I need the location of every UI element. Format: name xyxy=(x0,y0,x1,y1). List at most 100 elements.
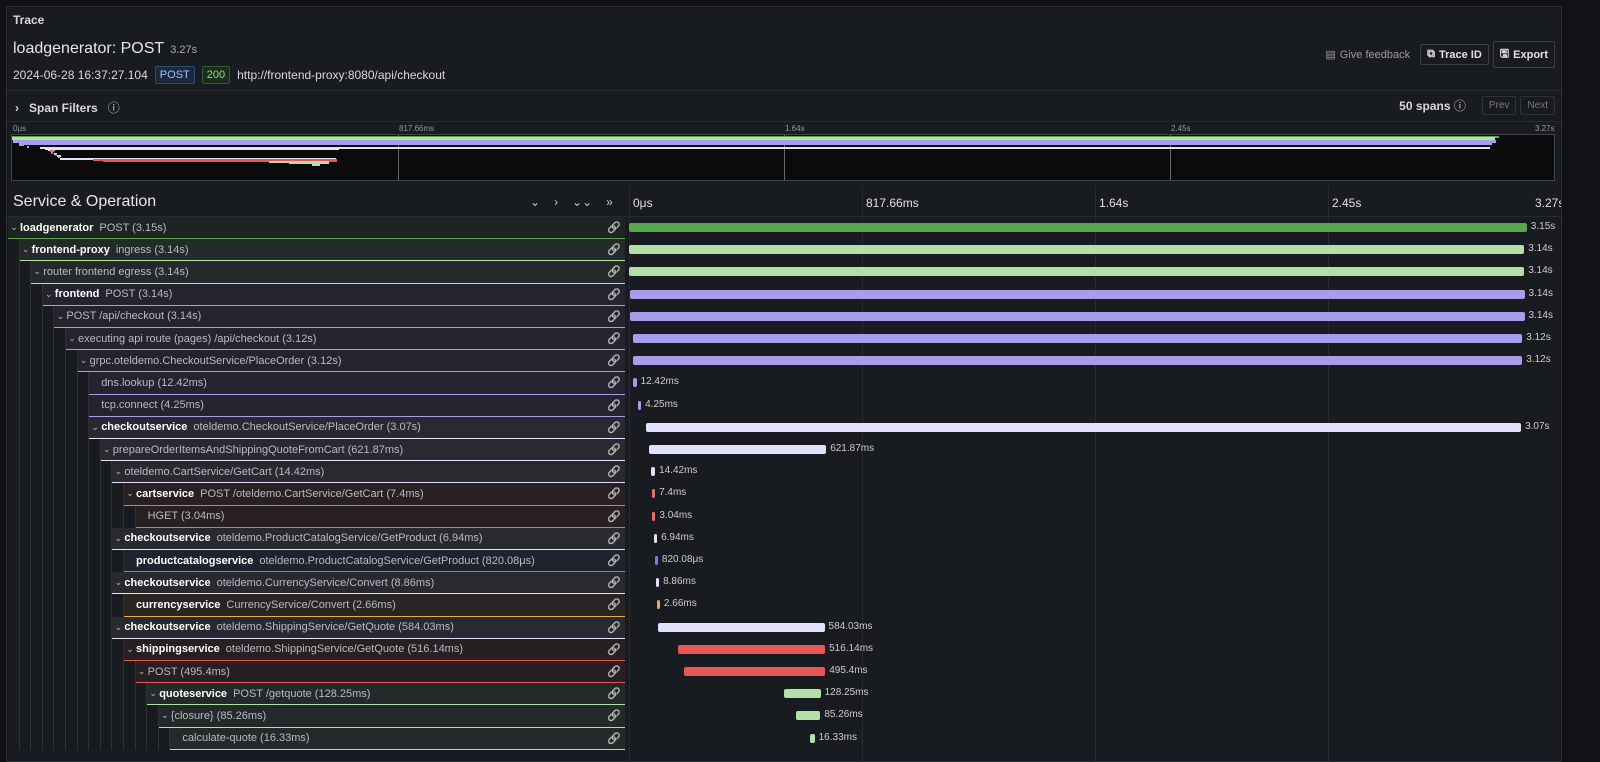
span-row[interactable]: dns.lookup (12.42ms) 🔗 12.42ms xyxy=(7,372,1561,395)
span-bar[interactable] xyxy=(658,622,825,632)
link-icon[interactable]: 🔗 xyxy=(607,222,621,234)
span-row[interactable]: ⌄ frontend-proxy ingress (3.14s) 🔗 3.14s xyxy=(7,239,1561,262)
link-icon[interactable]: 🔗 xyxy=(607,244,621,257)
chevron-down-icon[interactable]: ⌄ xyxy=(137,666,146,677)
span-name[interactable]: ⌄ POST /api/checkout (3.14s) xyxy=(54,305,625,328)
span-bar[interactable] xyxy=(629,245,1525,255)
span-row[interactable]: ⌄ prepareOrderItemsAndShippingQuoteFromCa… xyxy=(7,439,1561,462)
link-icon[interactable]: 🔗 xyxy=(607,377,621,390)
span-bar[interactable] xyxy=(809,733,815,743)
link-icon[interactable]: 🔗 xyxy=(607,555,621,567)
expand-all-icon[interactable]: ⌄⌄ xyxy=(572,195,593,209)
span-row[interactable]: ⌄ cartservice POST /oteldemo.CartService/G… xyxy=(7,483,1561,506)
chevron-down-icon[interactable]: ⌄ xyxy=(126,643,134,654)
chevron-down-icon[interactable]: ⌄ xyxy=(114,577,123,588)
link-icon[interactable]: 🔗 xyxy=(607,266,621,279)
chevron-down-icon[interactable]: ⌄ xyxy=(45,288,53,299)
link-icon[interactable]: 🔗 xyxy=(607,577,621,590)
collapse-one-icon[interactable]: ⌄ xyxy=(530,195,541,209)
link-icon[interactable]: 🔗 xyxy=(607,710,621,723)
span-name[interactable]: ⌄ oteldemo.CartService/GetCart (14.42ms) xyxy=(112,461,625,484)
span-row[interactable]: ⌄ loadgenerator POST (3.15s) 🔗 3.15s xyxy=(7,217,1561,240)
link-icon[interactable]: 🔗 xyxy=(607,732,621,745)
span-row[interactable]: calculate-quote (16.33ms) 🔗 16.33ms xyxy=(7,727,1561,750)
span-name[interactable]: ⌄ shippingservice oteldemo.ShippingService… xyxy=(124,638,625,661)
span-row[interactable]: ⌄ shippingservice oteldemo.ShippingService… xyxy=(7,638,1561,661)
span-name[interactable]: ⌄ checkoutservice oteldemo.ProductCatalogS… xyxy=(112,527,625,550)
span-bar[interactable] xyxy=(654,533,658,543)
span-name[interactable]: ⌄ frontend POST (3.14s) xyxy=(42,283,625,306)
span-row[interactable]: ⌄ oteldemo.CartService/GetCart (14.42ms) 🔗… xyxy=(7,461,1561,484)
span-name[interactable]: dns.lookup (12.42ms) xyxy=(89,372,625,395)
span-name[interactable]: calculate-quote (16.33ms) xyxy=(170,727,625,750)
span-name[interactable]: currencyservice CurrencyService/Convert (… xyxy=(124,594,625,617)
link-icon[interactable]: 🔗 xyxy=(607,421,621,434)
span-bar[interactable] xyxy=(784,689,821,699)
span-bar[interactable] xyxy=(654,556,658,565)
link-icon[interactable]: 🔗 xyxy=(607,599,621,612)
chevron-down-icon[interactable]: ⌄ xyxy=(114,466,123,477)
span-row[interactable]: ⌄ POST /api/checkout (3.14s) 🔗 3.14s xyxy=(7,305,1561,328)
chevron-down-icon[interactable]: ⌄ xyxy=(68,333,76,344)
span-bar[interactable] xyxy=(656,578,660,588)
link-icon[interactable]: 🔗 xyxy=(607,621,621,634)
span-row[interactable]: ⌄ {closure} (85.26ms) 🔗 85.26ms xyxy=(7,705,1561,728)
chevron-down-icon[interactable]: ⌄ xyxy=(114,621,123,632)
link-icon[interactable]: 🔗 xyxy=(607,399,621,412)
chevron-down-icon[interactable]: ⌄ xyxy=(79,355,88,366)
link-icon[interactable]: 🔗 xyxy=(607,310,621,323)
minimap-canvas[interactable] xyxy=(11,134,1555,181)
link-icon[interactable]: 🔗 xyxy=(607,666,621,678)
span-row[interactable]: HGET (3.04ms) 🔗 3.04ms xyxy=(7,505,1561,528)
link-icon[interactable]: 🔗 xyxy=(607,466,621,479)
span-bar[interactable] xyxy=(632,334,1523,343)
chevron-down-icon[interactable]: ⌄ xyxy=(56,310,65,321)
link-icon[interactable]: 🔗 xyxy=(607,488,621,501)
chevron-down-icon[interactable]: ⌄ xyxy=(103,444,111,455)
span-bar[interactable] xyxy=(632,356,1523,366)
chevron-down-icon[interactable]: ⌄ xyxy=(10,222,18,233)
span-name[interactable]: ⌄ checkoutservice oteldemo.CheckoutService… xyxy=(89,416,625,439)
span-bar[interactable] xyxy=(652,511,656,521)
span-row[interactable]: productcatalogservice oteldemo.ProductCat… xyxy=(7,550,1561,573)
span-name[interactable]: ⌄ quoteservice POST /getquote (128.25ms) xyxy=(147,683,625,706)
span-name[interactable]: ⌄ prepareOrderItemsAndShippingQuoteFromCa… xyxy=(100,439,625,462)
span-bar[interactable] xyxy=(629,311,1525,321)
span-row[interactable]: ⌄ checkoutservice oteldemo.ProductCatalogS… xyxy=(7,527,1561,550)
span-name[interactable]: ⌄ checkoutservice oteldemo.ShippingService… xyxy=(112,616,625,639)
trace-minimap[interactable]: 0μs 817.66ms 1.64s 2.45s 3.27s xyxy=(11,123,1559,183)
span-bar[interactable] xyxy=(648,445,827,454)
link-icon[interactable]: 🔗 xyxy=(607,355,621,368)
span-bar[interactable] xyxy=(629,267,1525,277)
span-name[interactable]: productcatalogservice oteldemo.ProductCat… xyxy=(124,550,625,573)
span-name[interactable]: ⌄ executing api route (pages) /api/checko… xyxy=(66,328,625,351)
span-bar[interactable] xyxy=(650,467,656,477)
span-name[interactable]: ⌄ POST (495.4ms) xyxy=(135,661,625,684)
span-name[interactable]: ⌄ router frontend egress (3.14s) xyxy=(31,261,625,284)
span-bar[interactable] xyxy=(652,489,656,499)
span-row[interactable]: ⌄ checkoutservice oteldemo.ShippingService… xyxy=(7,616,1561,639)
span-row[interactable]: ⌄ router frontend egress (3.14s) 🔗 3.14s xyxy=(7,261,1561,284)
span-name[interactable]: ⌄ {closure} (85.26ms) xyxy=(158,705,625,728)
chevron-down-icon[interactable]: ⌄ xyxy=(161,710,169,721)
span-name[interactable]: ⌄ checkoutservice oteldemo.CurrencyService… xyxy=(112,572,625,595)
span-name[interactable]: HGET (3.04ms) xyxy=(135,505,625,528)
chevron-down-icon[interactable]: ⌄ xyxy=(33,266,41,277)
link-icon[interactable]: 🔗 xyxy=(607,444,621,456)
link-icon[interactable]: 🔗 xyxy=(607,333,621,345)
give-feedback-link[interactable]: ▤ Give feedback xyxy=(1325,48,1411,62)
span-row[interactable]: ⌄ checkoutservice oteldemo.CurrencyService… xyxy=(7,572,1561,595)
span-bar[interactable] xyxy=(629,223,1527,232)
span-bar[interactable] xyxy=(796,711,821,721)
export-button[interactable]: 🖫 Export xyxy=(1492,41,1555,68)
span-name[interactable]: tcp.connect (4.25ms) xyxy=(89,394,625,417)
span-bar[interactable] xyxy=(678,644,826,654)
expand-one-icon[interactable]: › xyxy=(554,195,559,209)
span-row[interactable]: ⌄ quoteservice POST /getquote (128.25ms) 🔗 1… xyxy=(7,683,1561,706)
span-filters-toggle[interactable]: › Span Filters ⓘ xyxy=(15,100,120,116)
span-bar[interactable] xyxy=(684,667,826,676)
span-bar[interactable] xyxy=(638,400,642,410)
span-row[interactable]: tcp.connect (4.25ms) 🔗 4.25ms xyxy=(7,394,1561,417)
next-button[interactable]: Next xyxy=(1520,96,1555,115)
link-icon[interactable]: 🔗 xyxy=(607,643,621,656)
